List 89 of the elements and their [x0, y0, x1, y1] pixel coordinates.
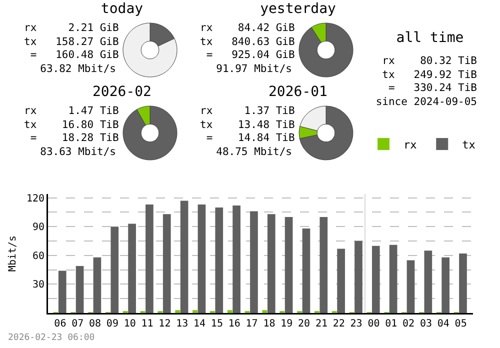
bar [320, 217, 328, 313]
chart-title: 2026-01 [268, 84, 328, 100]
x-tick-label: 19 [280, 318, 293, 330]
bar [76, 266, 84, 313]
text: 91.97 Mbit/s [215, 62, 292, 76]
x-tick-label: 05 [454, 318, 467, 330]
x-tick-label: 08 [89, 318, 102, 330]
x-tick-label: 06 [54, 318, 66, 330]
x-tick-label: 09 [106, 318, 118, 330]
x-tick-label: 14 [194, 318, 206, 330]
bar [215, 207, 224, 313]
x-tick-label: 20 [298, 318, 310, 330]
bar [406, 260, 415, 313]
x-tick-label: 12 [158, 318, 171, 330]
bar [58, 270, 66, 313]
text: tx 13.48 TiB [200, 118, 295, 132]
bar [284, 217, 293, 313]
bar [192, 310, 198, 313]
text: 63.82 Mbit/s [39, 62, 116, 76]
text: = 14.84 TiB [205, 132, 295, 146]
x-tick-label: 00 [368, 318, 380, 330]
bar [250, 211, 258, 313]
text: all time [395, 30, 465, 46]
donut-slice [298, 22, 354, 78]
bar [302, 228, 310, 313]
y-tick-label: 60 [32, 250, 44, 262]
x-tick-label: 23 [350, 318, 362, 330]
donut-slice [122, 22, 178, 78]
bar [198, 204, 206, 313]
donut-slice [299, 106, 354, 160]
y-tick-label: 30 [32, 280, 44, 291]
x-tick-label: 01 [385, 318, 398, 330]
text: rx 80.32 TiB [382, 55, 477, 67]
text: 2026-02-23 06:00 [8, 333, 95, 343]
bar [232, 206, 240, 313]
y-tick-label: 90 [32, 222, 44, 234]
x-tick-label: 21 [315, 318, 328, 330]
bar [424, 250, 432, 313]
y-axis-title: Mbit/s [8, 235, 19, 272]
text: = 330.24 TiB [388, 82, 477, 94]
text: tx 249.92 TiB [382, 68, 477, 80]
bar [442, 257, 450, 313]
x-tick-label: 02 [402, 318, 415, 330]
y-tick-label: 120 [26, 193, 44, 204]
text: = 925.04 GiB [205, 49, 295, 62]
text: = 160.48 GiB [29, 49, 119, 62]
legend-label: tx [462, 138, 476, 152]
text: since 2024-09-05 [376, 96, 477, 108]
x-tick-label: 13 [176, 318, 188, 330]
bar [372, 246, 380, 313]
text: tx 16.80 TiB [24, 118, 119, 132]
text: rx 1.37 TiB [200, 105, 295, 118]
x-tick-label: 10 [124, 318, 136, 330]
x-tick-label: 07 [72, 318, 84, 330]
x-tick-label: 15 [210, 318, 223, 330]
bar [175, 310, 180, 313]
bar [93, 257, 102, 313]
x-tick-label: 03 [420, 318, 432, 330]
bar [128, 224, 136, 313]
legend-label: rx [404, 138, 418, 152]
bar [110, 226, 119, 313]
text: = 18.28 TiB [29, 132, 119, 146]
x-tick-label: 16 [228, 318, 240, 330]
chart-title: today [100, 1, 144, 17]
text: 48.75 Mbit/s [215, 146, 292, 159]
bar [162, 214, 171, 313]
bar [227, 310, 232, 313]
text: tx 158.27 GiB [24, 36, 119, 49]
bar [146, 204, 154, 313]
bar [262, 310, 268, 313]
bar [389, 244, 398, 313]
x-tick-label: 18 [263, 318, 276, 330]
bar [180, 200, 188, 313]
x-tick-label: 22 [332, 318, 345, 330]
bar [354, 241, 362, 313]
bar [267, 214, 276, 313]
chart-title: 2026-02 [91, 84, 152, 100]
bar [459, 254, 467, 313]
bar [337, 248, 345, 313]
x-tick-label: 04 [437, 318, 450, 330]
x-tick-label: 17 [246, 318, 258, 330]
x-tick-label: 11 [141, 318, 154, 330]
text: rx 2.21 GiB [24, 22, 119, 36]
text: tx 840.63 GiB [200, 36, 295, 49]
text: 83.63 Mbit/s [39, 146, 116, 159]
text: rx 84.42 GiB [200, 22, 295, 36]
text: rx 1.47 TiB [24, 105, 119, 118]
chart-title: yesterday [259, 1, 337, 17]
donut-slice [122, 106, 178, 160]
